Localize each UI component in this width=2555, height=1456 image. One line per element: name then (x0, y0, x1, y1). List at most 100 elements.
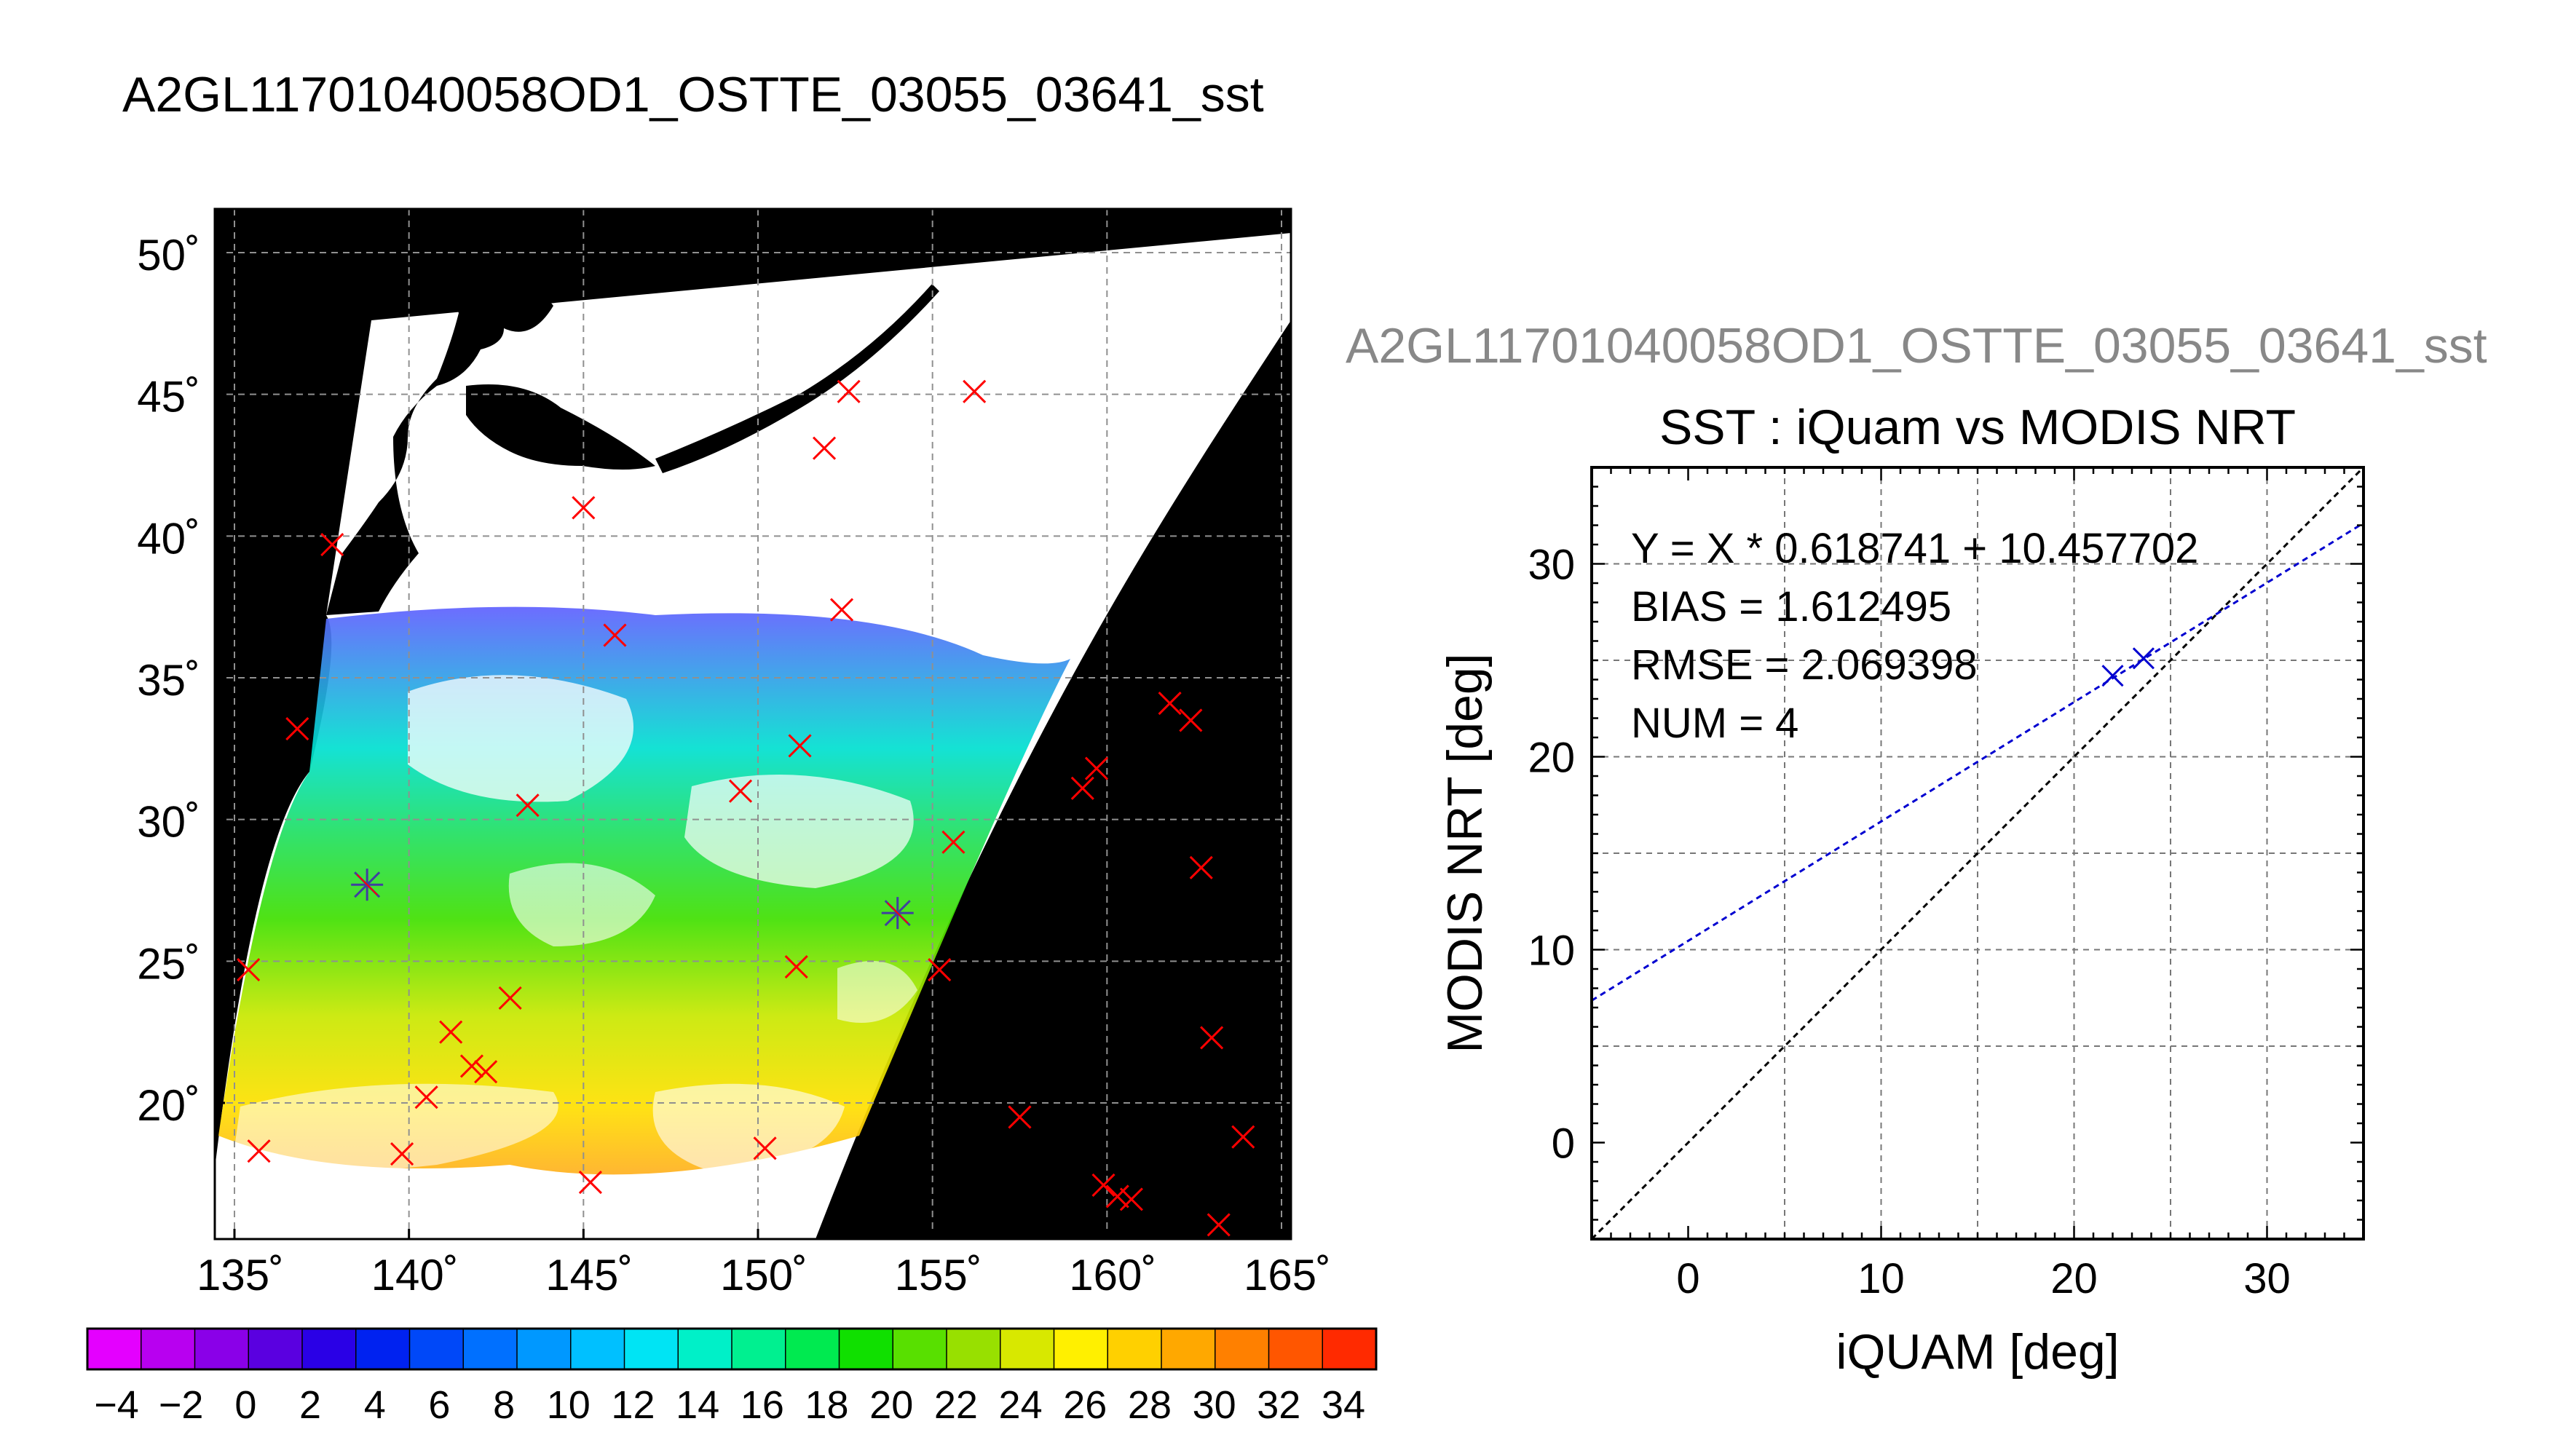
x-marker (728, 779, 753, 803)
colorbar-swatch (141, 1328, 196, 1370)
x-marker (578, 1170, 602, 1195)
scatter-annotation: Y = X * 0.618741 + 10.457702 (1631, 525, 2198, 572)
scatter-title: SST : iQuam vs MODIS NRT (1659, 400, 2296, 455)
colorbar-swatch (1000, 1328, 1055, 1370)
scatter-annotations: Y = X * 0.618741 + 10.457702 BIAS = 1.612… (1631, 525, 2198, 747)
colorbar-tick-label: 2 (299, 1383, 321, 1427)
scatter-annotation: NUM = 4 (1631, 700, 1798, 747)
cloud-patch (684, 775, 914, 888)
colorbar-swatch (1161, 1328, 1216, 1370)
map-longitude-label: 140˚ (371, 1251, 459, 1299)
scatter-x-tick-label: 20 (2050, 1255, 2098, 1302)
map-longitude-label: 145˚ (545, 1251, 633, 1299)
colorbar-tick-label: 8 (493, 1383, 515, 1427)
x-marker (753, 1136, 777, 1160)
colorbar-tick-label: 30 (1193, 1383, 1236, 1427)
scatter-markers (2101, 647, 2155, 687)
colorbar-swatch (892, 1328, 948, 1370)
colorbar-tick-label: 10 (547, 1383, 591, 1427)
cloud-patch (837, 961, 917, 1023)
x-marker (414, 1085, 438, 1109)
land-mass (502, 289, 553, 332)
colorbar-swatch (785, 1328, 840, 1370)
map-latitude-label: 45˚ (137, 373, 200, 422)
map-latitude-label: 20˚ (137, 1081, 200, 1130)
colorbar-swatch (731, 1328, 786, 1370)
x-marker (1091, 1173, 1115, 1197)
colorbar-tick-label: 34 (1322, 1383, 1365, 1427)
x-marker (941, 830, 965, 854)
x-marker (963, 379, 987, 403)
colorbar-swatch (462, 1328, 518, 1370)
colorbar-swatch (570, 1328, 625, 1370)
x-marker (390, 1142, 414, 1166)
colorbar-tick-label: −2 (159, 1383, 204, 1427)
map-longitude-label: 155˚ (895, 1251, 982, 1299)
cloud-patch (408, 675, 633, 802)
map-gridlines (215, 209, 1291, 1239)
colorbar-swatch (301, 1328, 357, 1370)
x-marker (837, 379, 861, 403)
x-marker (247, 1139, 271, 1163)
scatter-x-tick-label: 10 (1857, 1255, 1905, 1302)
colorbar-tick-label: 28 (1128, 1383, 1172, 1427)
colorbar-swatch (516, 1328, 572, 1370)
scatter-x-tick-label: 0 (1676, 1255, 1699, 1302)
colorbar-tick-label: 20 (869, 1383, 913, 1427)
asterisk-marker (351, 869, 384, 901)
colorbar-swatch (1268, 1328, 1324, 1370)
colorbar-tick-label: 26 (1063, 1383, 1107, 1427)
colorbar-tick-label: −4 (94, 1383, 139, 1427)
colorbar-swatch (946, 1328, 1001, 1370)
map-longitude-label: 150˚ (720, 1251, 807, 1299)
x-marker (1105, 1184, 1129, 1208)
x-marker (439, 1020, 463, 1044)
x-marker (813, 436, 837, 460)
colorbar-swatch (1107, 1328, 1163, 1370)
map-longitude-label: 135˚ (197, 1251, 284, 1299)
land-mass (326, 209, 553, 615)
identity-line (1592, 467, 2364, 1239)
x-marker (788, 734, 812, 758)
colorbar-swatch (1322, 1328, 1378, 1370)
colorbar-tick-label: 12 (611, 1383, 655, 1427)
colorbar-tick-label: 22 (934, 1383, 978, 1427)
colorbar-tick-label: 18 (805, 1383, 848, 1427)
asterisk-marker (881, 897, 914, 930)
cloud-patch (233, 1083, 558, 1171)
colorbar-tick-label: 6 (428, 1383, 450, 1427)
x-marker (1189, 855, 1213, 879)
colorbar-swatch (623, 1328, 679, 1370)
x-marker (1179, 708, 1203, 732)
colorbar-swatch (194, 1328, 250, 1370)
colorbar-swatch (87, 1328, 142, 1370)
scatter-x-marker (2132, 647, 2155, 670)
x-marker (1084, 756, 1109, 780)
colorbar-swatch (248, 1328, 304, 1370)
colorbar-tick-label: 4 (364, 1383, 386, 1427)
colorbar-swatch (838, 1328, 894, 1370)
map-axis-ticks: 50˚ 45˚ 40˚ 35˚ 30˚ 25˚ 20˚ 135˚ 140˚ 145˚ 150˚ 155… (137, 231, 1331, 1299)
map-latitude-label: 50˚ (137, 231, 200, 280)
colorbar-tick-label: 0 (234, 1383, 256, 1427)
x-marker (1119, 1187, 1143, 1211)
colorbar-swatch (677, 1328, 733, 1370)
scatter-annotation: RMSE = 2.069398 (1631, 641, 1978, 689)
scatter-x-tick-label: 30 (2243, 1255, 2291, 1302)
x-marker (1070, 776, 1094, 800)
x-marker (1207, 1213, 1231, 1237)
x-marker (459, 1054, 484, 1078)
colorbar-swatches (87, 1328, 1378, 1370)
map-longitude-label: 160˚ (1069, 1251, 1156, 1299)
x-marker (1200, 1026, 1224, 1050)
land-mass (466, 384, 655, 470)
map-latitude-label: 30˚ (137, 798, 200, 847)
x-marker (474, 1060, 498, 1084)
scatter-y-axis-label: MODIS NRT [deg] (1437, 653, 1493, 1053)
scatter-y-tick-label: 20 (1528, 735, 1575, 782)
colorbar-tick-label: 14 (676, 1383, 719, 1427)
x-marker (320, 532, 344, 557)
x-marker (572, 496, 596, 520)
map-latitude-label: 25˚ (137, 939, 200, 988)
x-marker (1008, 1105, 1032, 1129)
